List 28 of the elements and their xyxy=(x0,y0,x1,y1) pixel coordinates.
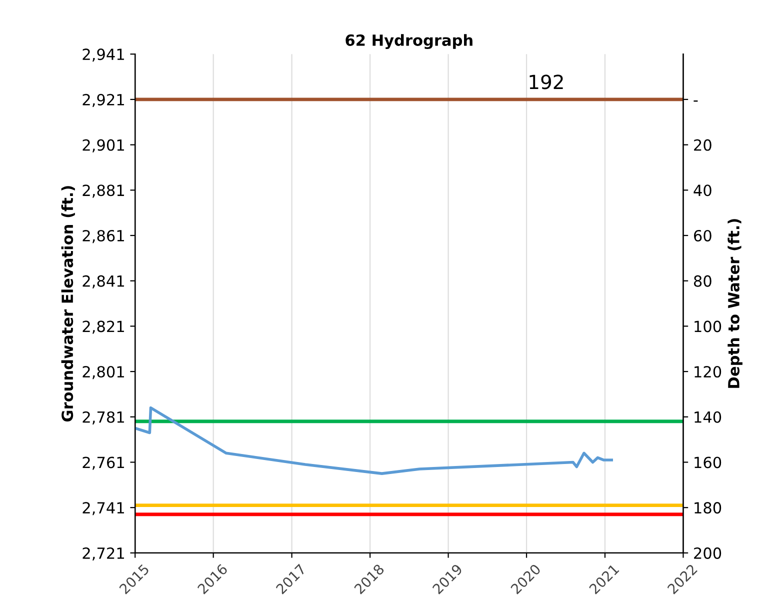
y-tick-label: 2,741 xyxy=(82,502,124,516)
y2-tick-label: 40 xyxy=(694,184,712,196)
y2-tick-label: 100 xyxy=(694,320,722,332)
y2-tick-label: 120 xyxy=(694,366,722,378)
y-tick-label: 2,821 xyxy=(82,320,124,334)
y2-tick-label: 60 xyxy=(694,230,712,242)
y2-tick-label: 200 xyxy=(694,547,722,559)
y-tick-label: 2,901 xyxy=(82,139,124,152)
y2-tick-label: 160 xyxy=(694,456,722,468)
y-tick-label: 2,841 xyxy=(82,275,124,288)
y2-tick-label: 20 xyxy=(694,139,712,151)
line-series xyxy=(135,406,614,475)
y2-tick-label: 180 xyxy=(694,502,722,514)
y-tick-label: 2,761 xyxy=(82,456,124,470)
y2-tick-label: - xyxy=(694,100,698,102)
y-tick-label: 2,721 xyxy=(82,547,124,560)
y-tick-label: 2,921 xyxy=(82,94,124,108)
y2-axis-title: Depth to Water (ft.) xyxy=(728,219,742,388)
y-tick-label: 2,781 xyxy=(82,411,124,424)
y-tick-label: 2,861 xyxy=(82,230,124,244)
y2-tick-label: 140 xyxy=(694,411,722,423)
y-tick-label: 2,941 xyxy=(82,48,124,62)
chart-title: 62 Hydrograph xyxy=(346,34,472,50)
y2-tick-label: 80 xyxy=(694,275,712,287)
annotation: 192 xyxy=(530,74,563,90)
y-axis-title: Groundwater Elevation (ft.) xyxy=(61,186,75,422)
y-tick-label: 2,801 xyxy=(82,366,124,380)
y-tick-label: 2,881 xyxy=(82,184,124,198)
